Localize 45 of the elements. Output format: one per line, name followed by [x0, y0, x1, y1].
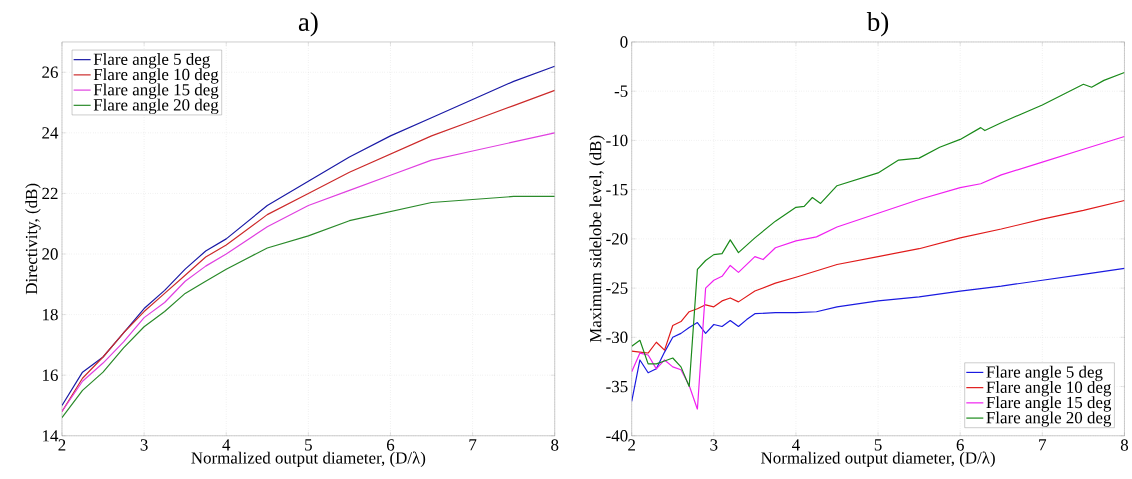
y-tick-label: 22: [42, 187, 58, 200]
x-tick-label: 7: [469, 439, 477, 451]
y-tick-label: -25: [606, 282, 628, 294]
y-tick-label: -35: [606, 380, 628, 393]
x-tick-label: 3: [140, 439, 148, 451]
legend-label: Flare angle 5 deg: [93, 53, 210, 69]
y-tick-label: 14: [43, 430, 59, 442]
y-tick-label: -30: [606, 331, 628, 344]
legend-label: Flare angle 20 deg: [93, 98, 219, 115]
y-tick-label: -10: [606, 134, 628, 147]
chart-title: b): [866, 12, 889, 37]
legend-label: Flare angle 20 deg: [986, 411, 1112, 427]
x-tick-label: 4: [792, 439, 800, 451]
y-axis-title: Directivity, (dB): [25, 183, 41, 295]
x-tick-label: 5: [305, 439, 312, 451]
y-axis-title: Maximum sidelobe level, (dB): [589, 135, 605, 343]
y-tick-label: -40: [606, 430, 628, 442]
x-tick-label: 6: [956, 439, 964, 451]
x-tick-label: 6: [386, 439, 395, 451]
y-tick-label: -15: [606, 184, 628, 196]
y-tick-label: -20: [606, 233, 628, 245]
x-tick-label: 2: [628, 439, 635, 451]
x-tick-label: 2: [58, 439, 66, 451]
y-tick-label: 26: [42, 66, 58, 79]
x-tick-label: 5: [874, 439, 882, 451]
x-tick-label: 4: [222, 439, 231, 451]
y-tick-label: 0: [620, 36, 628, 48]
y-tick-label: 24: [42, 127, 59, 139]
chart-title: a): [298, 12, 318, 37]
y-tick-label: 20: [42, 248, 58, 260]
legend-label: Flare angle 10 deg: [93, 68, 219, 84]
x-axis-title: Normalized output diameter, (D/λ): [761, 451, 995, 468]
x-axis-title: Normalized output diameter, (D/λ): [191, 451, 426, 468]
x-tick-label: 8: [551, 439, 559, 451]
line-series: [631, 199, 1125, 354]
legend-label: Flare angle 10 deg: [986, 381, 1112, 397]
x-tick-label: 8: [1120, 439, 1129, 451]
x-tick-label: 7: [1039, 439, 1047, 451]
x-tick-label: 3: [710, 439, 718, 451]
y-tick-label: -5: [614, 85, 628, 97]
y-tick-label: 16: [43, 369, 58, 381]
y-tick-label: 18: [43, 309, 58, 321]
line-series: [631, 136, 1125, 410]
legend-label: Flare angle 5 deg: [986, 365, 1103, 382]
legend-label: Flare angle 15 deg: [986, 396, 1112, 412]
